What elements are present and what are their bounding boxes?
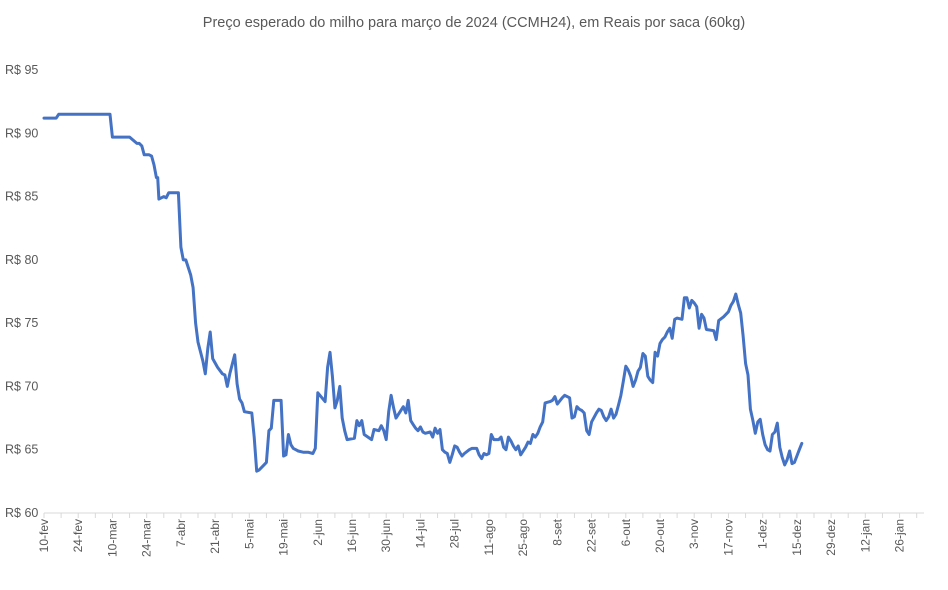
- x-tick-label: 29-dez: [824, 519, 838, 556]
- x-tick-label: 19-mai: [277, 519, 291, 556]
- x-tick-label: 25-ago: [516, 519, 530, 557]
- x-axis-ticks: 10-fev 24-fev 10-mar 24-mar 7-abr 21-abr 5-mai…: [37, 518, 907, 557]
- y-tick-label: R$ 60: [5, 506, 38, 520]
- x-tick-label: 24-mar: [140, 519, 154, 557]
- x-tick-label: 8-set: [550, 518, 564, 545]
- x-tick-label: 12-jan: [858, 519, 872, 552]
- x-tick-label: 14-jul: [413, 519, 427, 548]
- x-tick-label: 6-out: [619, 518, 633, 546]
- x-tick-label: 7-abr: [174, 519, 188, 547]
- x-tick-label: 21-abr: [208, 519, 222, 554]
- price-series-line: [42, 112, 804, 473]
- x-tick-label: 10-mar: [105, 519, 119, 557]
- x-tick-label: 17-nov: [721, 519, 735, 556]
- x-tick-label: 16-jun: [345, 519, 359, 552]
- y-tick-label: R$ 85: [5, 190, 38, 204]
- y-tick-label: R$ 75: [5, 316, 38, 330]
- x-tick-label: 28-jul: [448, 519, 462, 548]
- x-tick-label: 30-jun: [379, 519, 393, 552]
- y-tick-label: R$ 90: [5, 126, 38, 140]
- x-tick-label: 22-set: [585, 518, 599, 552]
- y-tick-label: R$ 65: [5, 443, 38, 457]
- x-tick-label: 5-mai: [242, 519, 256, 549]
- y-tick-label: R$ 70: [5, 379, 38, 393]
- y-axis-ticks: R$ 60 R$ 65 R$ 70 R$ 75 R$ 80 R$ 85 R$ 90 R$ 95: [5, 63, 38, 520]
- x-tick-label: 26-jan: [893, 519, 907, 552]
- x-tick-label: 3-nov: [687, 519, 701, 549]
- y-tick-label: R$ 95: [5, 63, 38, 77]
- x-tick-label: 15-dez: [790, 519, 804, 556]
- x-tick-label: 2-jun: [311, 519, 325, 546]
- x-tick-label: 20-out: [653, 518, 667, 553]
- x-tick-label: 11-ago: [482, 519, 496, 556]
- x-tick-label: 24-fev: [71, 519, 85, 552]
- chart-title: Preço esperado do milho para março de 20…: [203, 15, 745, 31]
- x-tick-label: 10-fev: [37, 519, 51, 552]
- x-axis-tick-marks: [43, 513, 918, 518]
- y-tick-label: R$ 80: [5, 253, 38, 267]
- x-tick-label: 1-dez: [756, 519, 770, 549]
